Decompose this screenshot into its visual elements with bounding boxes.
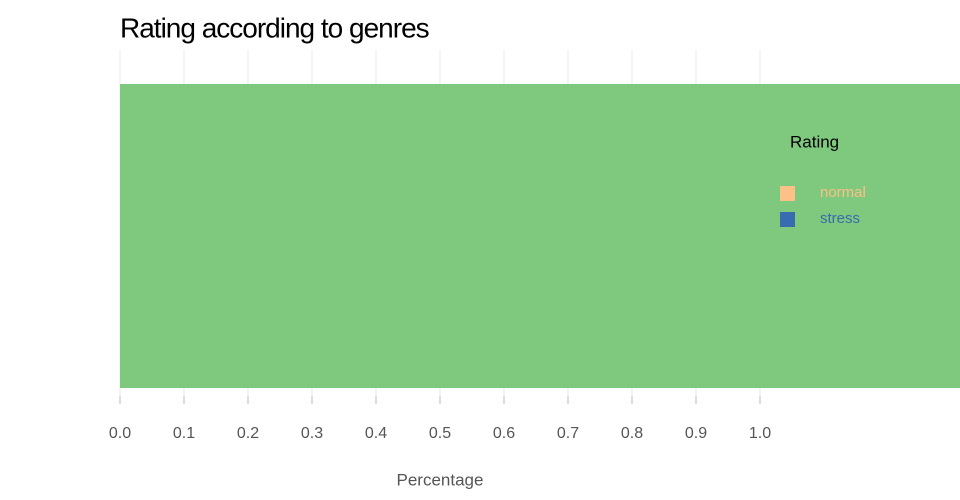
x-tick-label: 1.0 xyxy=(749,425,771,442)
ticks: 0.0 0.1 0.2 0.3 0.4 0.5 0.6 0.7 0.8 0.9 1.0 xyxy=(109,396,771,442)
bars xyxy=(120,84,960,388)
x-tick-label: 0.3 xyxy=(301,425,323,442)
legend-swatch xyxy=(780,186,795,201)
x-tick-label: 0.6 xyxy=(493,425,515,442)
x-tick-label: 0.9 xyxy=(685,425,707,442)
legend-label: stress xyxy=(820,210,860,227)
legend: Rating normal stress xyxy=(780,132,866,227)
x-tick-label: 0.7 xyxy=(557,425,579,442)
bar xyxy=(120,84,960,388)
legend-title: Rating xyxy=(790,132,839,151)
legend-label: normal xyxy=(820,184,866,201)
chart-title: Rating according to genres xyxy=(120,12,429,43)
x-tick-label: 0.0 xyxy=(109,425,131,442)
x-tick-label: 0.2 xyxy=(237,425,259,442)
x-tick-label: 0.8 xyxy=(621,425,643,442)
x-axis-label: Percentage xyxy=(397,470,484,489)
x-tick-label: 0.5 xyxy=(429,425,451,442)
x-tick-label: 0.1 xyxy=(173,425,195,442)
x-tick-label: 0.4 xyxy=(365,425,387,442)
legend-swatch xyxy=(780,212,795,227)
